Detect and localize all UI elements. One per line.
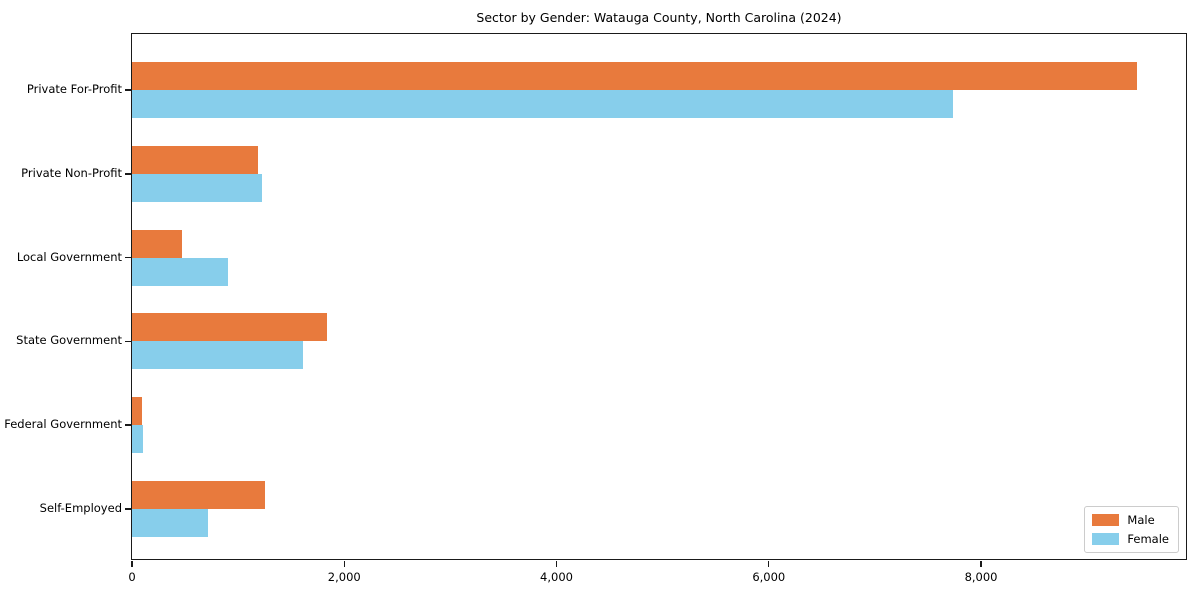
y-tick-mark <box>125 173 131 175</box>
bar-male-0 <box>132 62 1138 91</box>
bar-male-4 <box>132 397 143 426</box>
x-tick-mark <box>555 561 558 567</box>
legend-label-male: Male <box>1127 513 1155 527</box>
x-tick-label: 4,000 <box>540 570 573 584</box>
legend-item-male: Male <box>1092 513 1169 527</box>
bar-female-2 <box>132 257 229 286</box>
x-tick-label: 2,000 <box>327 570 361 584</box>
y-axis-label: Local Government <box>16 249 122 264</box>
x-tick-label: 8,000 <box>964 570 998 584</box>
y-tick-mark <box>125 89 131 91</box>
legend: Male Female <box>1084 506 1179 553</box>
legend-label-female: Female <box>1127 532 1169 546</box>
legend-swatch-male <box>1092 514 1120 526</box>
bar-male-5 <box>132 480 266 509</box>
y-tick-mark <box>125 508 131 510</box>
y-axis-label: Private Non-Profit <box>21 165 122 180</box>
x-tick-mark <box>768 561 770 567</box>
y-tick-mark <box>125 256 131 259</box>
x-tick-mark <box>343 561 345 567</box>
y-axis-label: Private For-Profit <box>26 82 122 97</box>
y-tick-mark <box>125 424 131 426</box>
plot-area: Male Female 0 2,000 4,000 6,000 8,000 <box>125 33 1187 584</box>
legend-swatch-female <box>1092 533 1120 545</box>
bar-female-1 <box>132 173 262 202</box>
y-axis-label: State Government <box>16 333 122 348</box>
x-tick-label: 6,000 <box>752 570 786 584</box>
y-axis-labels: Private For-Profit Private Non-Profit Loca… <box>0 33 122 560</box>
bar-female-0 <box>132 90 954 119</box>
bar-female-4 <box>132 425 144 454</box>
bar-female-5 <box>132 508 208 537</box>
x-tick-mark <box>980 561 982 567</box>
bar-female-3 <box>132 341 304 370</box>
bar-male-2 <box>132 229 182 258</box>
y-axis-label: Self-Employed <box>39 500 122 515</box>
bar-male-3 <box>132 313 328 342</box>
x-tick-label: 0 <box>128 570 136 584</box>
y-tick-mark <box>125 340 131 343</box>
x-tick-mark <box>131 561 133 567</box>
legend-item-female: Female <box>1092 532 1169 546</box>
y-axis-label: Federal Government <box>4 417 122 432</box>
chart-title: Sector by Gender: Watauga County, North … <box>476 10 842 25</box>
bar-male-1 <box>132 145 259 174</box>
